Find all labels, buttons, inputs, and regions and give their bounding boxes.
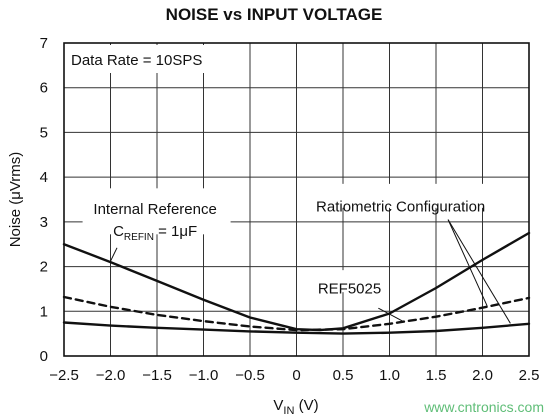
internal-ref-c: C	[113, 223, 124, 240]
x-tick-label: −2.0	[96, 367, 126, 384]
y-tick-label: 0	[40, 348, 48, 365]
x-tick-label: 2.0	[472, 367, 493, 384]
y-tick-labels: 0 1 2 3 4 5 6 7	[40, 35, 48, 365]
x-axis-label-subscript: IN	[283, 405, 294, 417]
internal-ref-label-line1: Internal Reference	[93, 201, 216, 218]
y-axis-label: Noise (μVrms)	[7, 152, 24, 248]
x-tick-label: −1.5	[142, 367, 172, 384]
x-axis-label: VIN (V)	[273, 397, 318, 417]
y-tick-label: 6	[40, 80, 48, 97]
series-layer	[62, 231, 531, 335]
y-tick-label: 3	[40, 214, 48, 231]
x-axis-label-unit: (V)	[294, 397, 318, 414]
ratiometric-leader-line-2	[447, 219, 511, 324]
y-tick-label: 5	[40, 124, 48, 141]
y-tick-label: 7	[40, 35, 48, 52]
x-tick-label: −0.5	[235, 367, 265, 384]
data-rate-label: Data Rate = 10SPS	[71, 52, 202, 69]
ratiometric-label-bg	[301, 183, 510, 208]
x-tick-label: 2.5	[519, 367, 540, 384]
x-tick-label: −1.0	[189, 367, 219, 384]
y-tick-label: 4	[40, 169, 48, 186]
x-tick-label: 0	[292, 367, 300, 384]
series-line-ratiometric	[62, 321, 531, 335]
ref5025-label-bg	[312, 270, 387, 293]
ratiometric-label: Ratiometric Configuration	[316, 199, 485, 216]
x-tick-label: 1.0	[379, 367, 400, 384]
ref5025-label: REF5025	[318, 280, 381, 297]
x-axis-label-main: V	[273, 397, 283, 414]
y-tick-label: 1	[40, 303, 48, 320]
internal-ref-subscript: REFIN	[124, 232, 154, 243]
annotation-layer: Data Rate = 10SPS Internal Reference CREFI…	[66, 45, 511, 324]
plot-frame	[63, 42, 530, 357]
x-tick-label: −2.5	[49, 367, 79, 384]
internal-ref-value: = 1μF	[154, 223, 197, 240]
x-tick-labels: −2.5 −2.0 −1.5 −1.0 −0.5 0 0.5 1.0 1.5 2.0 2.5	[49, 367, 539, 384]
x-tick-label: 0.5	[333, 367, 354, 384]
x-tick-label: 1.5	[426, 367, 447, 384]
ref5025-leader-line	[378, 307, 404, 323]
internal-ref-label-bg	[82, 188, 231, 235]
watermark-text: www.cntronics.com	[423, 399, 544, 415]
internal-ref-label-line2: CREFIN = 1μF	[113, 223, 197, 243]
data-rate-box	[66, 45, 232, 73]
internal-ref-leader-line	[110, 247, 118, 262]
ratiometric-leader-line-1	[447, 219, 488, 307]
series-line-ref5025	[62, 295, 531, 332]
y-tick-label: 2	[40, 259, 48, 276]
chart-title: NOISE vs INPUT VOLTAGE	[166, 5, 383, 24]
